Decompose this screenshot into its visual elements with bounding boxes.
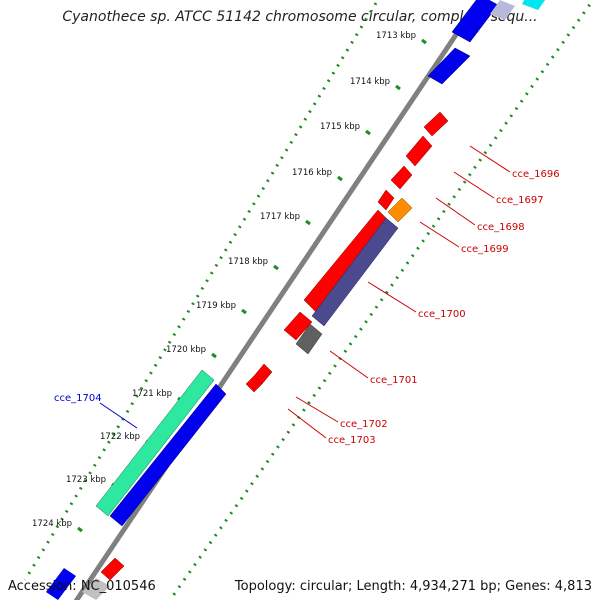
scale-tick xyxy=(421,38,427,45)
scale-tick xyxy=(241,308,247,315)
gene-reverse-top-1[interactable] xyxy=(451,0,499,43)
inner-tick-track xyxy=(168,0,595,600)
gene-red-bottom[interactable] xyxy=(100,557,125,581)
gene-label-leader xyxy=(295,396,339,423)
scale-label: 1714 kbp xyxy=(350,77,390,87)
scale-label: 1713 kbp xyxy=(376,31,416,41)
gene-cce-1700-red[interactable] xyxy=(303,209,391,313)
gene-label-leader xyxy=(367,281,417,313)
scale-label: 1719 kbp xyxy=(196,301,236,311)
scale-label: 1715 kbp xyxy=(320,122,360,132)
gene-label-leader xyxy=(287,408,327,439)
gene-small-red[interactable] xyxy=(377,189,395,211)
gene-label[interactable]: cce_1701 xyxy=(370,375,418,386)
scale-tick xyxy=(365,129,371,136)
gene-label-leader xyxy=(469,145,511,173)
scale-label: 1717 kbp xyxy=(260,212,300,222)
gene-label[interactable]: cce_1703 xyxy=(328,435,376,446)
scale-label: 1720 kbp xyxy=(166,345,206,355)
gene-label[interactable]: cce_1704 xyxy=(54,393,102,404)
scale-tick xyxy=(273,264,279,271)
scale-label: 1723 kbp xyxy=(66,475,106,485)
gene-blue-bottom[interactable] xyxy=(46,568,76,600)
gene-reverse-top-2[interactable] xyxy=(427,47,471,85)
gene-label[interactable]: cce_1699 xyxy=(461,244,509,255)
outer-tick-track xyxy=(23,0,380,581)
gene-cce-1696[interactable] xyxy=(423,111,449,137)
gene-label[interactable]: cce_1698 xyxy=(477,222,525,233)
gene-label[interactable]: cce_1702 xyxy=(340,419,388,430)
scale-tick xyxy=(337,175,343,182)
map-title: Cyanothece sp. ATCC 51142 chromosome cir… xyxy=(62,9,538,25)
scale-label: 1716 kbp xyxy=(292,168,332,178)
scale-label: 1722 kbp xyxy=(100,432,140,442)
gene-cyan-top[interactable] xyxy=(522,0,548,10)
gene-cce-1704[interactable] xyxy=(95,369,215,517)
scale-label: 1721 kbp xyxy=(132,389,172,399)
gene-label-leader xyxy=(329,350,369,379)
gene-cce-1701[interactable] xyxy=(295,323,323,355)
gene-cce-1697[interactable] xyxy=(405,135,433,167)
gene-label[interactable]: cce_1697 xyxy=(496,195,544,206)
gene-label[interactable]: cce_1696 xyxy=(512,169,560,180)
gene-cce-1700[interactable] xyxy=(311,217,399,327)
gene-label-leader xyxy=(453,171,495,199)
scale-tick xyxy=(305,219,311,226)
gene-label[interactable]: cce_1700 xyxy=(418,309,466,320)
gene-labels: cce_1696 cce_1697 cce_1698 cce_1699 cce_1700… xyxy=(54,145,560,446)
gene-gray-bottom[interactable] xyxy=(82,578,110,600)
gene-label-leader xyxy=(99,402,138,429)
scale-label: 1718 kbp xyxy=(228,257,268,267)
gene-reverse-long[interactable] xyxy=(109,383,227,527)
accession-label: Accession: NC_010546 xyxy=(8,579,156,594)
gene-label-leader xyxy=(419,221,460,248)
gene-red-arrow-mid[interactable] xyxy=(283,311,313,341)
scale-labels: 1713 kbp 1714 kbp 1715 kbp 1716 kbp 1717 kbp… xyxy=(32,31,416,529)
sequence-backbone xyxy=(73,0,483,600)
scale-tick xyxy=(211,352,217,359)
scale-label: 1724 kbp xyxy=(32,519,72,529)
scale-tick xyxy=(395,84,401,91)
scale-tick xyxy=(77,526,83,533)
topology-label: Topology: circular; Length: 4,934,271 bp… xyxy=(234,579,592,594)
gene-cce-1698[interactable] xyxy=(390,165,413,190)
gene-gray-top[interactable] xyxy=(490,0,515,20)
gene-cce-1699[interactable] xyxy=(387,197,413,223)
gene-label-leader xyxy=(435,197,476,226)
gene-cce-1703[interactable] xyxy=(245,375,263,393)
